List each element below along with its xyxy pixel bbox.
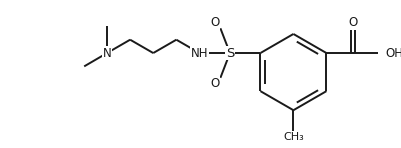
Text: O: O — [210, 16, 219, 29]
Text: CH₃: CH₃ — [282, 132, 303, 142]
Text: OH: OH — [385, 46, 401, 59]
Text: N: N — [102, 46, 111, 59]
Text: O: O — [348, 16, 357, 29]
Text: NH: NH — [190, 46, 208, 59]
Text: O: O — [210, 77, 219, 90]
Text: S: S — [225, 46, 233, 59]
